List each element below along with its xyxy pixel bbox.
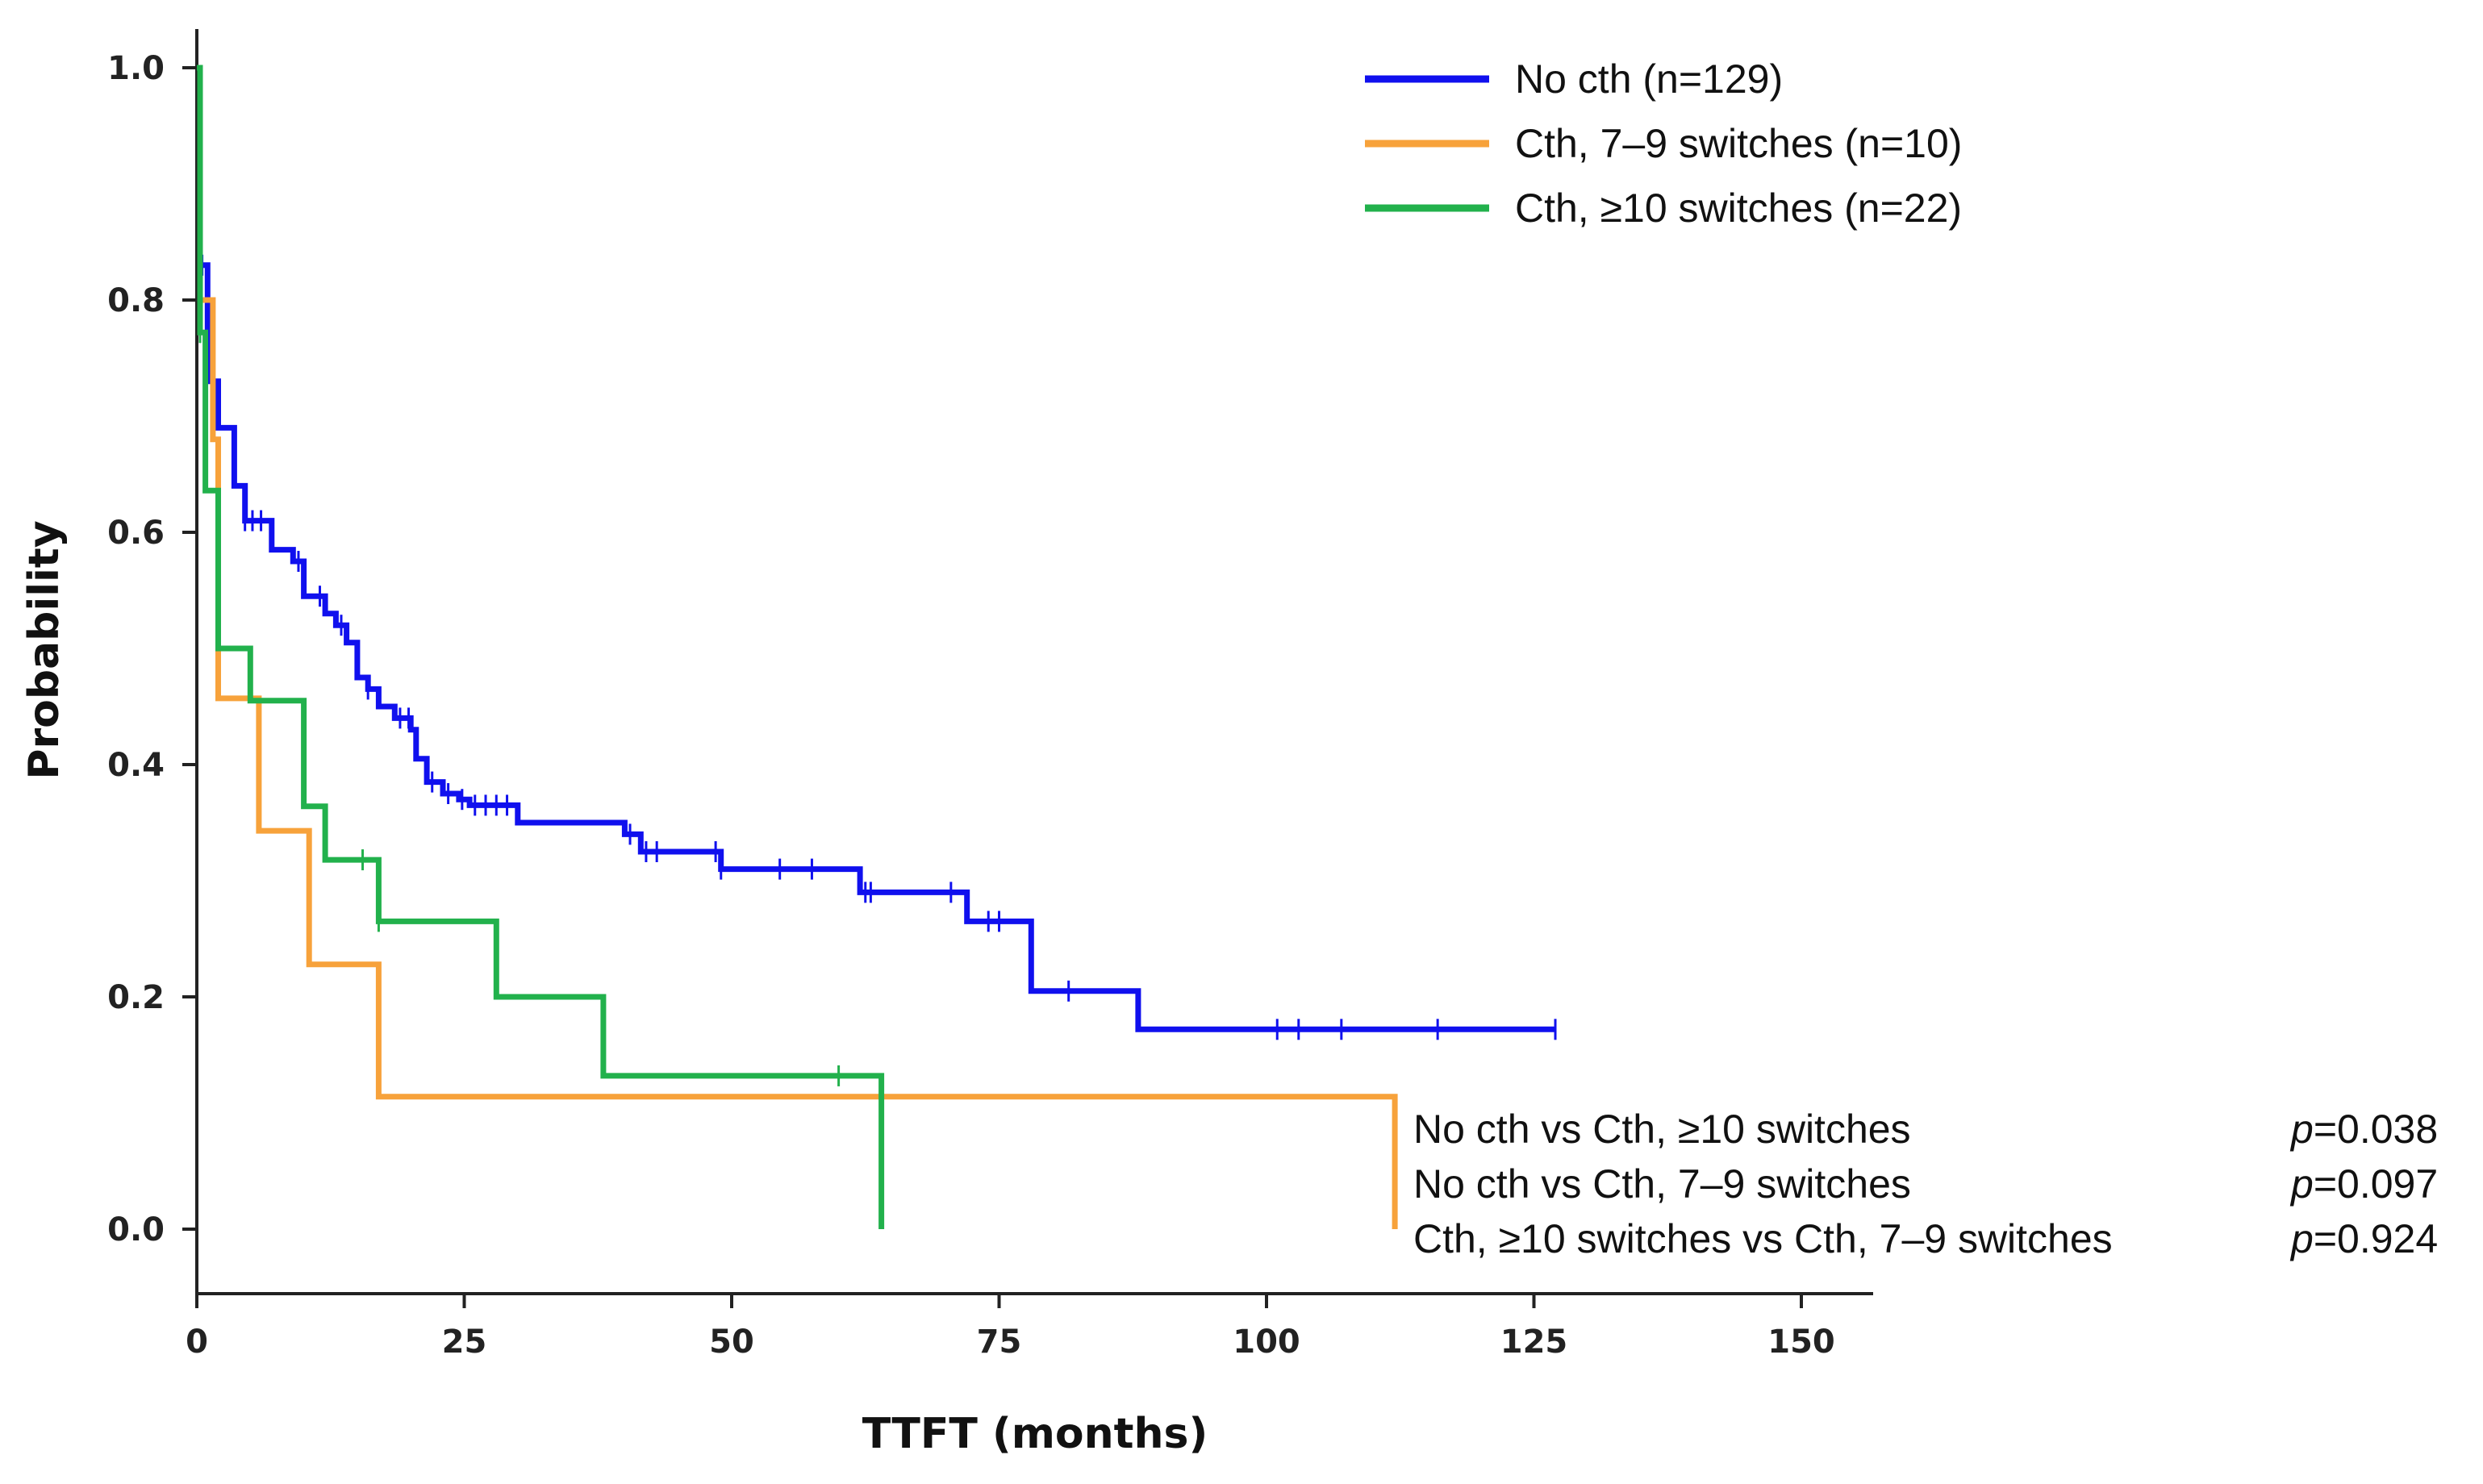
km-curve [197,65,1555,1032]
pvalue-comparison: No cth vs Cth, ≥10 switches [1413,1107,1911,1152]
y-tick-label: 0.8 [107,282,165,319]
pvalue-row: No cth vs Cth, ≥10 switches p=0.038 [1413,1107,2438,1152]
axes [195,29,1873,1295]
pvalue-number: =0.097 [2314,1161,2438,1207]
pvalue-p-prefix: p [2289,1161,2314,1207]
x-tick-label: 25 [442,1324,487,1361]
series-cth-10-switches-n-22 [197,65,885,1229]
pvalue-comparison: Cth, ≥10 switches vs Cth, 7–9 switches [1413,1216,2113,1261]
y-tick-label: 0.0 [107,1211,165,1248]
legend-item: Cth, ≥10 switches (n=22) [1365,186,1962,231]
x-tick-label: 75 [977,1324,1022,1361]
series-layer [197,65,1557,1229]
pvalue-number: =0.924 [2314,1216,2438,1261]
x-tick-label: 50 [709,1324,754,1361]
pvalue-value: p=0.097 [2289,1161,2438,1207]
pvalue-table: No cth vs Cth, ≥10 switches p=0.038 No c… [1413,1107,2438,1261]
x-tick-label: 150 [1767,1324,1835,1361]
pvalue-p-prefix: p [2289,1107,2314,1152]
y-tick-label: 0.6 [107,515,165,552]
km-curve [197,65,1398,1229]
x-tick-label: 100 [1233,1324,1300,1361]
x-axis-title: TTFT (months) [862,1410,1208,1458]
y-tick-label: 1.0 [107,50,165,87]
x-tick-label: 125 [1500,1324,1568,1361]
pvalue-p-prefix: p [2289,1216,2314,1261]
series-cth-7-9-switches-n-10 [197,65,1398,1229]
legend: No cth (n=129) Cth, 7–9 switches (n=10) … [1365,56,1962,231]
x-tick-label: 0 [186,1324,208,1361]
legend-item: No cth (n=129) [1365,56,1783,102]
y-axis-title: Probability [20,520,69,779]
series-no-cth-n-129 [197,65,1557,1040]
pvalue-row: Cth, ≥10 switches vs Cth, 7–9 switches p… [1413,1216,2438,1261]
legend-label-no-cth: No cth (n=129) [1515,56,1783,102]
y-tick-label: 0.4 [107,747,165,784]
pvalue-number: =0.038 [2314,1107,2438,1152]
ticks: 0 25 50 75 100 125 150 0.0 0.2 0.4 0.6 0.8 1.0 [107,50,1835,1361]
pvalue-comparison: No cth vs Cth, 7–9 switches [1413,1161,1911,1207]
legend-label-cth-7-9: Cth, 7–9 switches (n=10) [1515,121,1962,166]
pvalue-value: p=0.924 [2289,1216,2438,1261]
km-curve [197,65,885,1229]
legend-item: Cth, 7–9 switches (n=10) [1365,121,1962,166]
pvalue-row: No cth vs Cth, 7–9 switches p=0.097 [1413,1161,2438,1207]
y-tick-label: 0.2 [107,979,165,1016]
legend-label-cth-10: Cth, ≥10 switches (n=22) [1515,186,1962,231]
pvalue-value: p=0.038 [2289,1107,2438,1152]
